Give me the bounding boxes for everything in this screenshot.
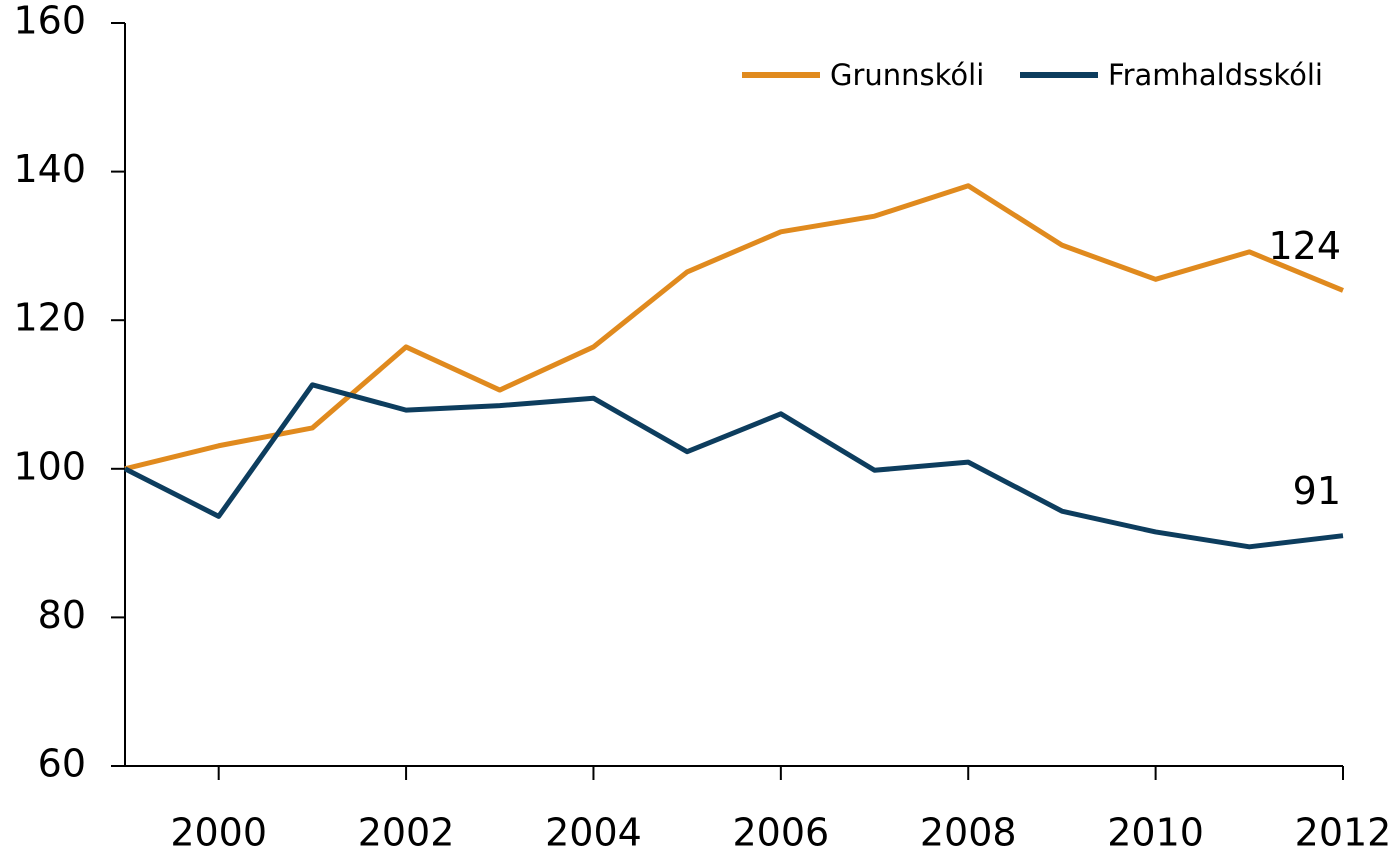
x-tick-label: 2008 <box>920 811 1017 855</box>
x-tick-label: 2004 <box>545 811 642 855</box>
y-tick-label: 140 <box>13 147 86 191</box>
end-label: 91 <box>1293 469 1341 513</box>
x-tick-label: 2006 <box>732 811 829 855</box>
end-label: 124 <box>1268 224 1341 268</box>
x-tick-label: 2000 <box>170 811 267 855</box>
x-tick-label: 2002 <box>358 811 455 855</box>
y-tick-label: 160 <box>13 0 86 43</box>
x-tick-label: 2010 <box>1107 811 1204 855</box>
x-tick-label: 2012 <box>1295 811 1392 855</box>
y-tick-label: 120 <box>13 296 86 340</box>
legend-label: Grunnskóli <box>830 58 984 92</box>
series-line <box>123 382 1344 550</box>
y-tick-label: 80 <box>38 593 86 637</box>
legend-label: Framhaldsskóli <box>1108 58 1323 92</box>
y-tick-label: 60 <box>38 742 86 786</box>
series-line <box>124 183 1344 472</box>
y-tick-label: 100 <box>13 444 86 488</box>
